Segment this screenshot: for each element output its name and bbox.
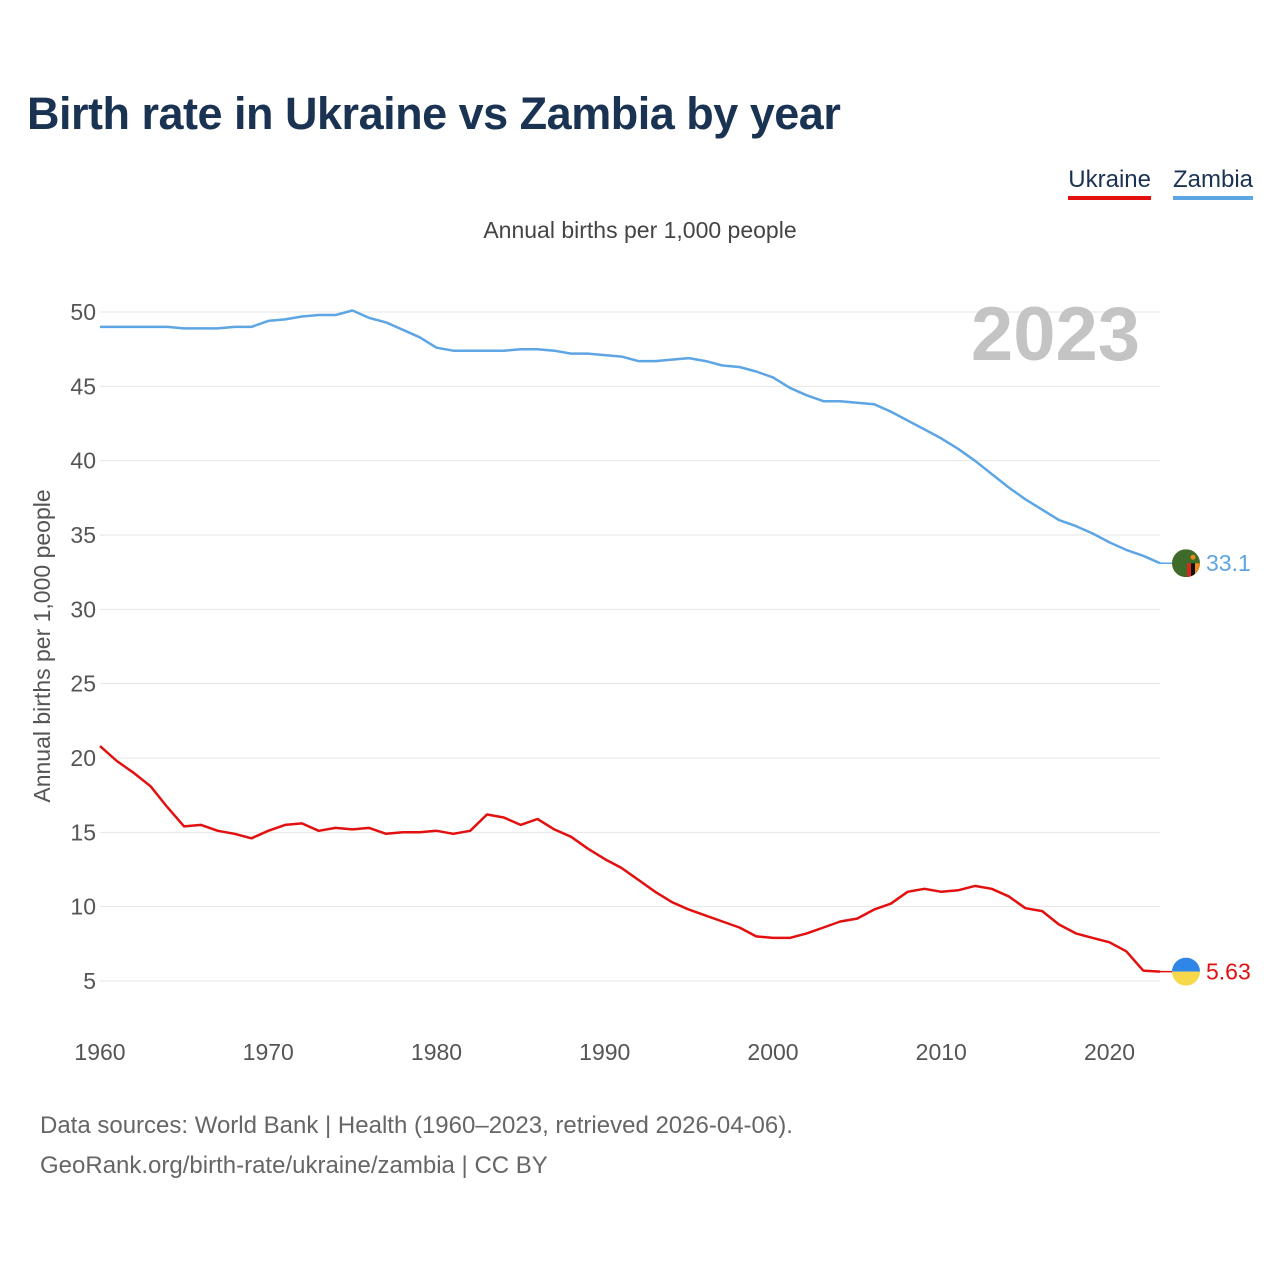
x-axis-ticks: 1960 1970 1980 1990 2000 2010 2020 (74, 1039, 1135, 1065)
y-tick-label: 10 (70, 894, 96, 920)
x-tick-label: 1960 (74, 1039, 125, 1065)
legend: Ukraine Zambia (1068, 166, 1253, 200)
y-tick-label: 40 (70, 448, 96, 474)
series-line-ukraine (99, 745, 1161, 973)
end-label-zambia: 33.1 (1206, 550, 1251, 576)
y-tick-label: 45 (70, 373, 96, 399)
y-axis-label: Annual births per 1,000 people (29, 489, 55, 802)
y-tick-label: 15 (70, 819, 96, 845)
y-tick-label: 30 (70, 596, 96, 622)
x-tick-label: 1990 (579, 1039, 630, 1065)
y-axis-ticks: 5 10 15 20 25 30 35 40 45 50 (70, 299, 96, 994)
chart-title: Birth rate in Ukraine vs Zambia by year (27, 88, 841, 139)
x-tick-label: 1980 (411, 1039, 462, 1065)
legend-item-ukraine[interactable]: Ukraine (1068, 166, 1151, 200)
y-tick-label: 5 (83, 968, 96, 994)
y-tick-label: 25 (70, 671, 96, 697)
y-tick-label: 50 (70, 299, 96, 325)
gridlines (100, 311, 1160, 982)
legend-item-zambia[interactable]: Zambia (1172, 166, 1253, 200)
y-tick-label: 35 (70, 522, 96, 548)
line-chart: 5 10 15 20 25 30 35 40 45 50 1960 1970 1980 1990 2000… (29, 292, 1251, 1065)
year-label: 2023 (971, 292, 1140, 377)
x-tick-label: 2000 (747, 1039, 798, 1065)
chart-subtitle: Annual births per 1,000 people (483, 217, 797, 243)
footer: Data sources: World Bank | Health (1960–… (40, 1106, 793, 1186)
footer-url[interactable]: GeoRank.org/birth-rate/ukraine/zambia | … (40, 1152, 548, 1179)
x-tick-label: 2020 (1084, 1039, 1135, 1065)
x-tick-label: 2010 (916, 1039, 967, 1065)
end-label-ukraine: 5.63 (1206, 959, 1251, 985)
series-lines (99, 309, 1161, 973)
series-line-zambia (100, 309, 1161, 565)
end-markers: 5.63 33.1 (1160, 549, 1251, 986)
zambia-flag-icon (1172, 549, 1200, 578)
x-tick-label: 1970 (243, 1039, 294, 1065)
footer-source: Data sources: World Bank | Health (1960–… (40, 1112, 793, 1139)
ukraine-flag-icon (1172, 957, 1200, 986)
y-tick-label: 20 (70, 745, 96, 771)
